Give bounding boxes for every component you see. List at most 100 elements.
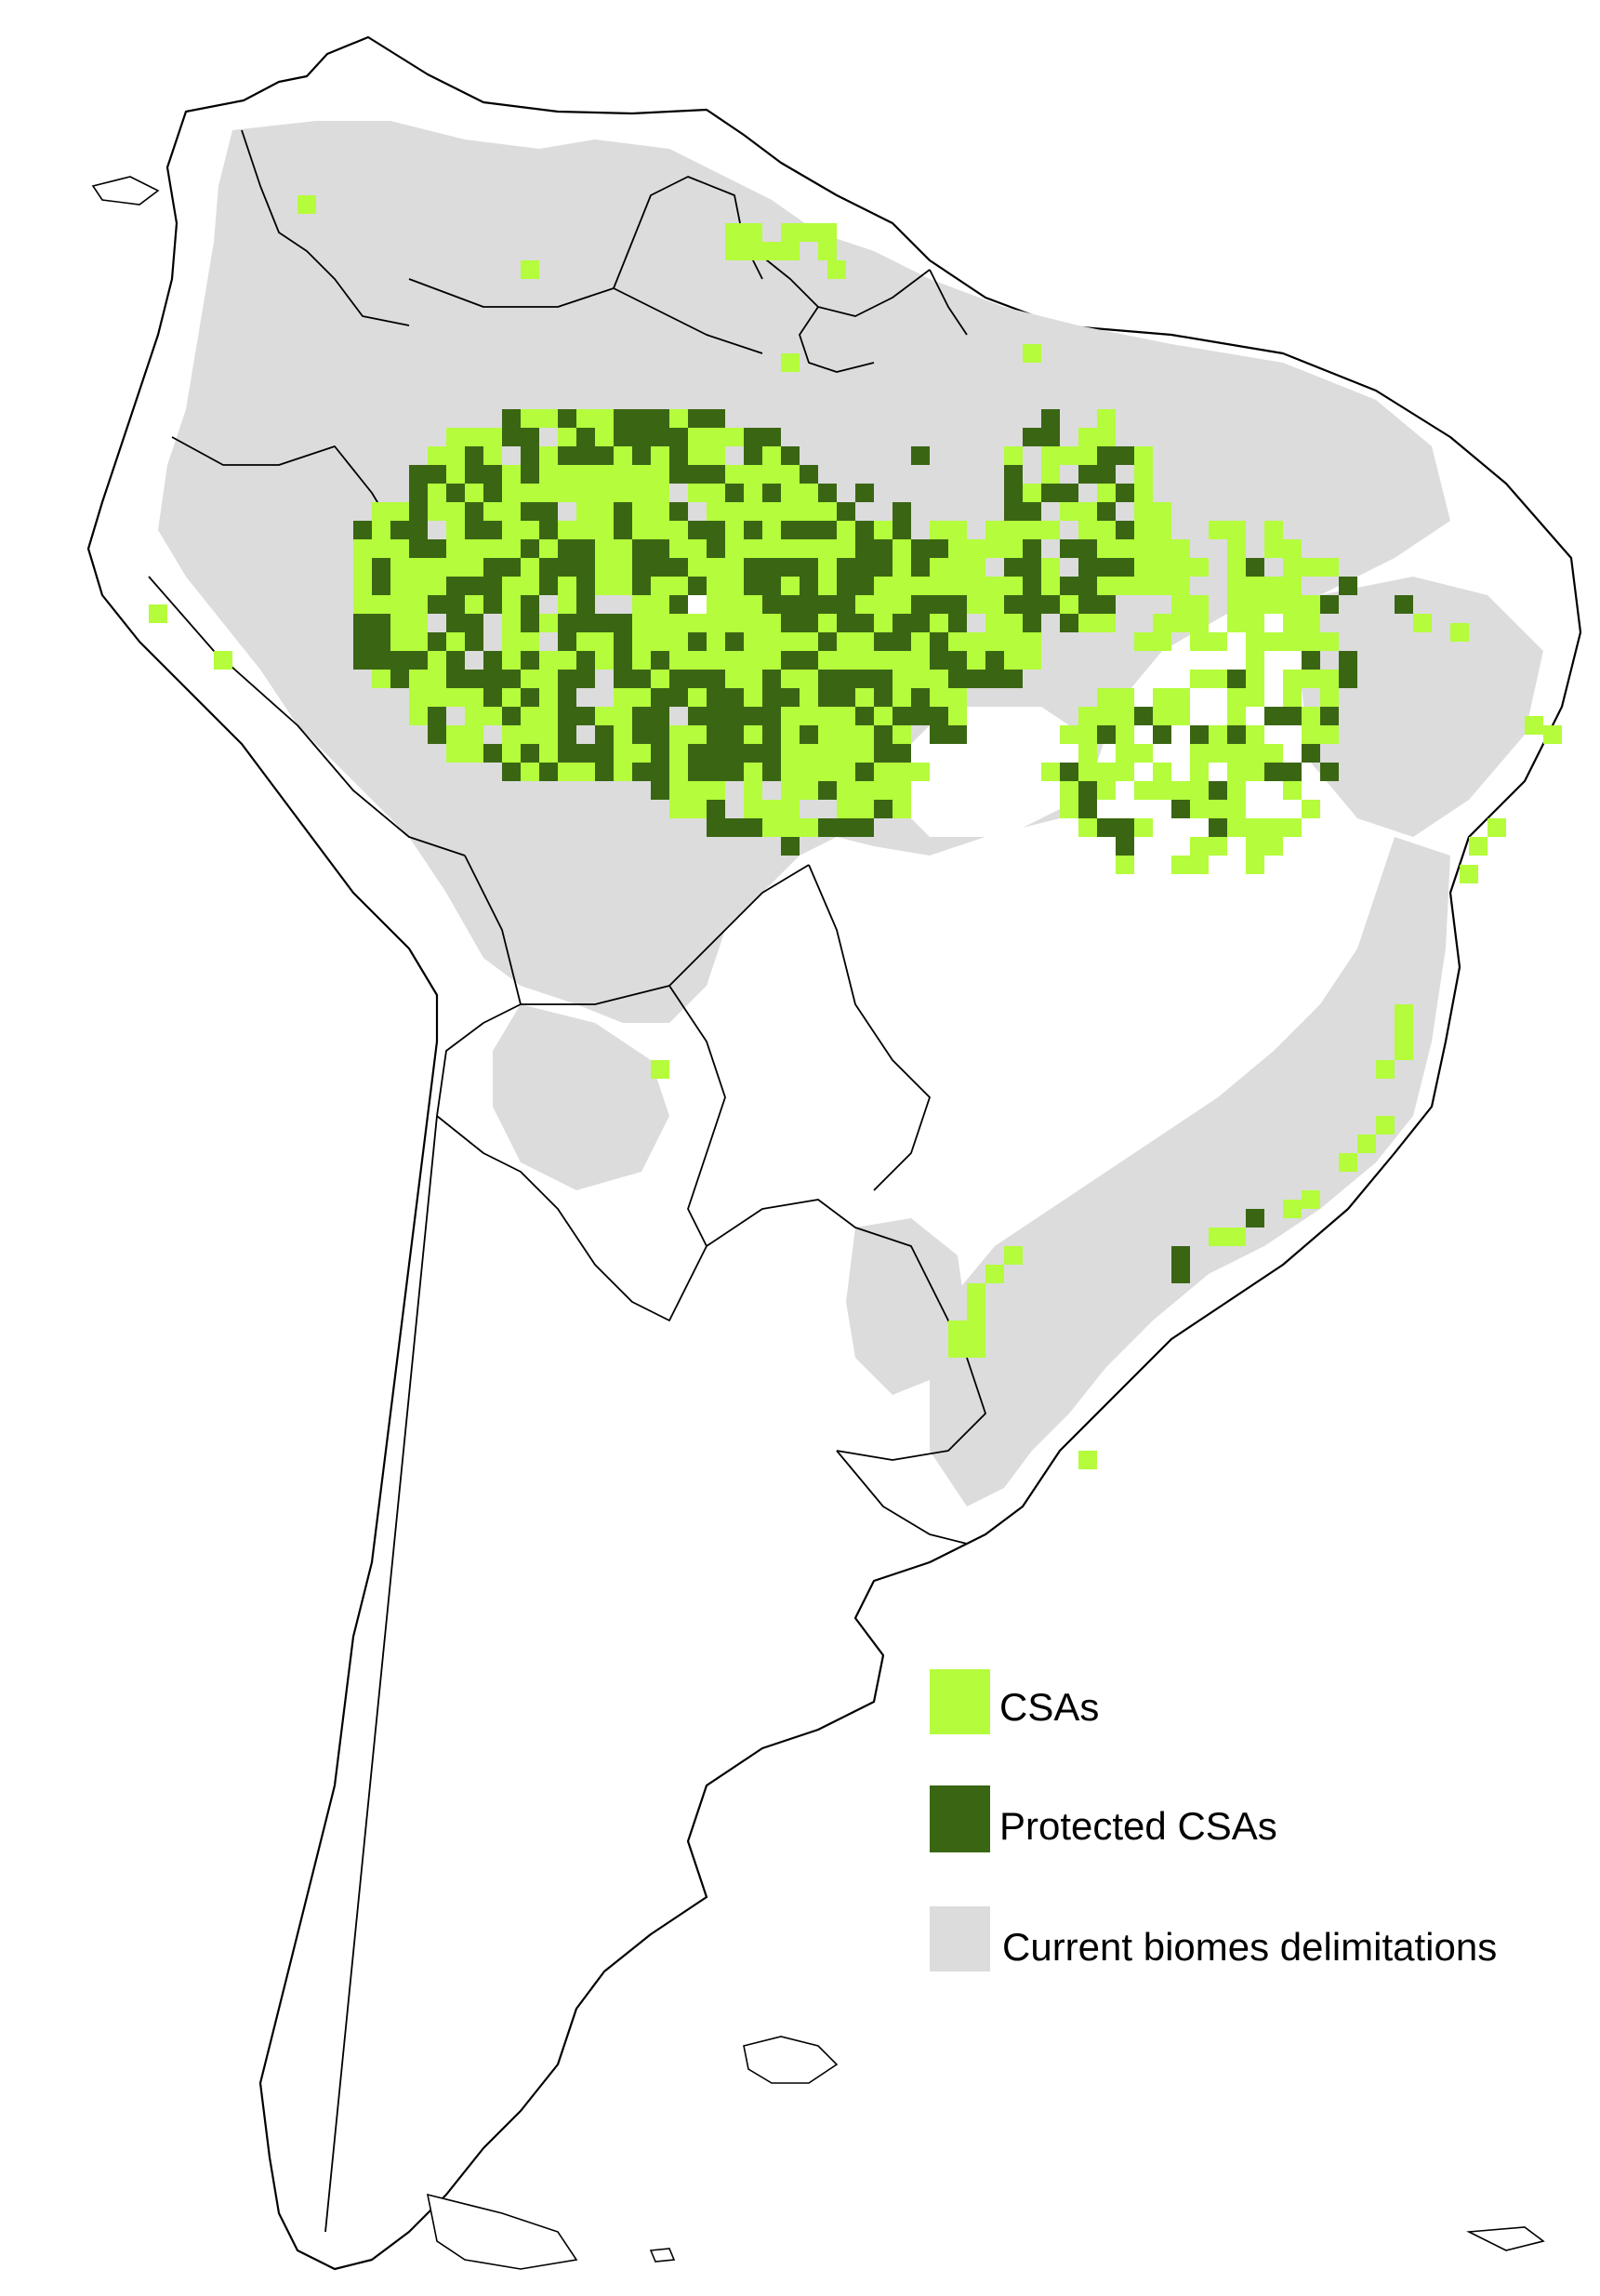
csa-cell xyxy=(744,688,762,707)
protected-csa-cell xyxy=(837,670,855,688)
csa-cell xyxy=(1246,856,1264,874)
csa-cell xyxy=(390,539,409,558)
protected-csa-cell xyxy=(1023,428,1041,446)
protected-csa-cell xyxy=(576,595,595,614)
protected-csa-cell xyxy=(1339,651,1357,670)
csa-cell xyxy=(502,521,521,539)
csa-cell xyxy=(893,577,911,595)
protected-csa-cell xyxy=(502,409,521,428)
csa-cell xyxy=(818,558,837,577)
csa-cell xyxy=(465,428,483,446)
csa-cell xyxy=(1246,577,1264,595)
protected-csa-cell xyxy=(725,818,744,837)
protected-csa-cell xyxy=(465,632,483,651)
csa-cell xyxy=(390,558,409,577)
csa-cell xyxy=(651,465,669,484)
protected-csa-cell xyxy=(558,558,576,577)
protected-csa-cell xyxy=(669,446,688,465)
csa-cell xyxy=(614,577,632,595)
csa-cell xyxy=(1543,725,1562,744)
csa-cell xyxy=(818,577,837,595)
csa-cell xyxy=(1246,763,1264,781)
csa-cell xyxy=(428,670,446,688)
csa-cell xyxy=(1171,577,1190,595)
csa-cell xyxy=(632,688,651,707)
protected-csa-cell xyxy=(632,409,651,428)
protected-csa-cell xyxy=(614,502,632,521)
protected-csa-cell xyxy=(800,521,818,539)
csa-cell xyxy=(725,521,744,539)
csa-cell xyxy=(521,725,539,744)
csa-cell xyxy=(1246,725,1264,744)
csa-cell xyxy=(1209,744,1227,763)
legend-label-csa: CSAs xyxy=(999,1685,1099,1729)
csa-cell xyxy=(1078,763,1097,781)
protected-csa-cell xyxy=(800,651,818,670)
csa-cell xyxy=(688,446,707,465)
protected-csa-cell xyxy=(1264,707,1283,725)
protected-csa-cell xyxy=(1209,818,1227,837)
csa-cell xyxy=(874,595,893,614)
protected-csa-cell xyxy=(483,484,502,502)
protected-csa-cell xyxy=(614,632,632,651)
csa-cell xyxy=(1134,818,1153,837)
protected-csa-cell xyxy=(428,632,446,651)
csa-cell xyxy=(930,670,948,688)
csa-cell xyxy=(744,725,762,744)
csa-cell xyxy=(688,688,707,707)
protected-csa-cell xyxy=(465,521,483,539)
protected-csa-cell xyxy=(353,614,372,632)
csa-cell xyxy=(1376,1116,1395,1135)
protected-csa-cell xyxy=(985,651,1004,670)
csa-cell xyxy=(967,577,985,595)
protected-csa-cell xyxy=(855,614,874,632)
protected-csa-cell xyxy=(837,595,855,614)
csa-cell xyxy=(539,446,558,465)
csa-cell xyxy=(558,465,576,484)
csa-cell xyxy=(669,632,688,651)
biome-chaco xyxy=(846,1218,967,1395)
csa-cell xyxy=(893,558,911,577)
csa-cell xyxy=(837,521,855,539)
protected-csa-cell xyxy=(893,521,911,539)
csa-cell xyxy=(893,781,911,800)
csa-cell xyxy=(1209,521,1227,539)
protected-csa-cell xyxy=(558,744,576,763)
csa-cell xyxy=(688,484,707,502)
csa-cell xyxy=(1283,688,1302,707)
protected-csa-cell xyxy=(1041,428,1060,446)
protected-csa-cell xyxy=(762,670,781,688)
protected-csa-cell xyxy=(874,725,893,744)
protected-csa-cell xyxy=(1060,614,1078,632)
csa-cell xyxy=(781,818,800,837)
protected-csa-cell xyxy=(930,651,948,670)
csa-cell xyxy=(781,744,800,763)
protected-csa-cell xyxy=(595,614,614,632)
csa-cell xyxy=(1209,837,1227,856)
csa-cell xyxy=(874,651,893,670)
protected-csa-cell xyxy=(409,521,428,539)
csa-cell xyxy=(428,651,446,670)
protected-csa-cell xyxy=(651,763,669,781)
protected-csa-cell xyxy=(651,725,669,744)
csa-cell xyxy=(744,781,762,800)
protected-csa-cell xyxy=(1078,781,1097,800)
csa-cell xyxy=(837,632,855,651)
protected-csa-cell xyxy=(1078,800,1097,818)
csa-cell xyxy=(409,577,428,595)
csa-cell xyxy=(762,651,781,670)
protected-csa-cell xyxy=(948,614,967,632)
csa-cell xyxy=(1209,725,1227,744)
protected-csa-cell xyxy=(893,632,911,651)
protected-csa-cell xyxy=(1116,521,1134,539)
csa-cell xyxy=(781,242,800,260)
protected-csa-cell xyxy=(502,763,521,781)
csa-cell xyxy=(1097,763,1116,781)
protected-csa-cell xyxy=(1153,725,1171,744)
csa-cell xyxy=(725,558,744,577)
csa-cell xyxy=(1320,725,1339,744)
csa-cell xyxy=(874,577,893,595)
protected-csa-cell xyxy=(1134,707,1153,725)
protected-csa-cell xyxy=(465,577,483,595)
csa-cell xyxy=(669,800,688,818)
